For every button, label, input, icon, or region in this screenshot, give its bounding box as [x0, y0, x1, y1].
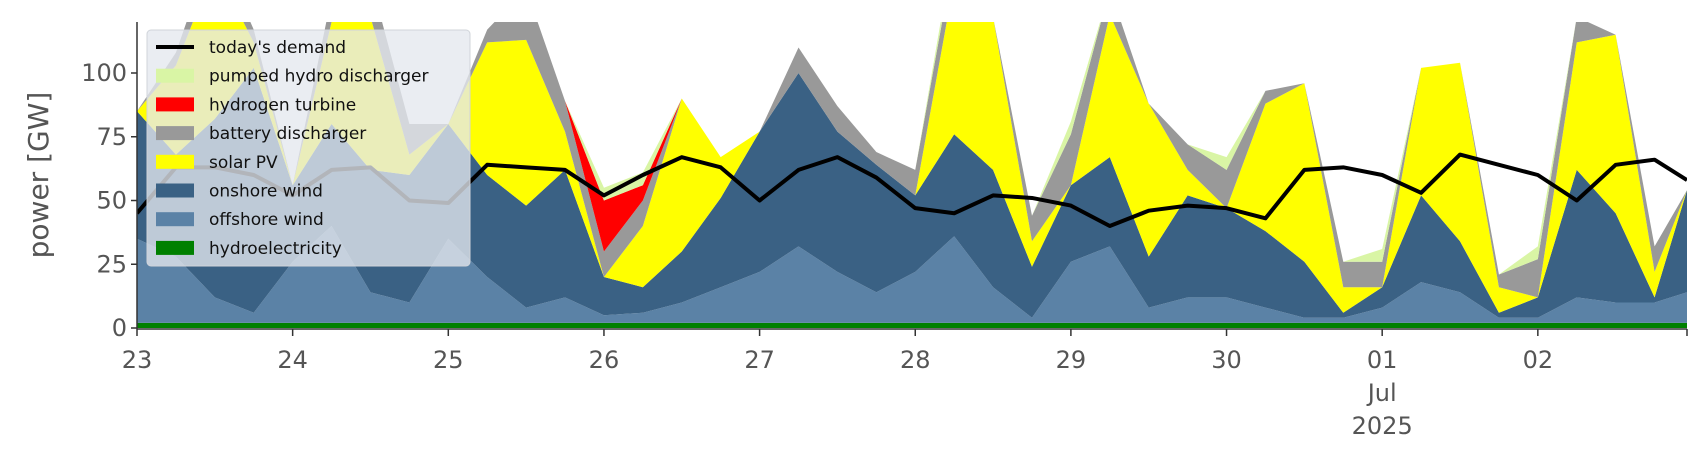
x-tick-label: 30 [1211, 346, 1242, 374]
x-tick-label: 25 [433, 346, 464, 374]
legend-label: hydrogen turbine [209, 95, 356, 115]
legend-box [146, 29, 471, 267]
y-tick-label: 0 [112, 314, 127, 342]
area-offshore-wind [137, 226, 1687, 323]
y-tick-label: 50 [96, 187, 127, 215]
area-hydroelectricity [137, 322, 1687, 328]
legend-label: offshore wind [209, 210, 324, 230]
legend-swatch [156, 68, 194, 83]
x-tick-label: 02 [1523, 346, 1554, 374]
x-tick-label: 24 [277, 346, 308, 374]
legend-label: today's demand [209, 38, 346, 58]
x-tick-label: 29 [1056, 346, 1087, 374]
stacked-areas [137, 22, 1687, 328]
x-tick-label: 27 [744, 346, 775, 374]
x-tick-label: 2025 [1352, 412, 1413, 440]
legend-swatch [156, 154, 194, 169]
legend-swatch [156, 212, 194, 227]
x-tick-label: 28 [900, 346, 931, 374]
area-battery-discharger [137, 22, 1687, 298]
legend: today's demand pumped hydro discharger hyd… [146, 29, 471, 267]
y-tick-label: 75 [96, 123, 127, 151]
x-tick-label: 26 [589, 346, 620, 374]
y-axis-title: power [GW] [22, 92, 55, 259]
x-tick-label: 01 [1367, 346, 1398, 374]
legend-label: hydroelectricity [209, 239, 342, 259]
x-tick-label: Jul [1366, 379, 1397, 407]
y-tick-label: 100 [81, 59, 127, 87]
legend-swatch [156, 126, 194, 141]
axes: 0 25 50 75 100 23 24 25 26 27 28 29 30 01 Jul 2025 02 [81, 22, 1688, 440]
legend-label: battery discharger [209, 124, 366, 144]
area-solar-pv [137, 22, 1687, 313]
y-tick-label: 25 [96, 250, 127, 278]
legend-swatch [156, 240, 194, 255]
legend-swatch [156, 97, 194, 112]
legend-label: onshore wind [209, 182, 323, 202]
area-onshore-wind [137, 67, 1687, 318]
legend-label: solar PV [209, 153, 278, 173]
x-tick-label: 23 [122, 346, 153, 374]
legend-swatch [156, 183, 194, 198]
legend-label: pumped hydro discharger [209, 67, 428, 87]
